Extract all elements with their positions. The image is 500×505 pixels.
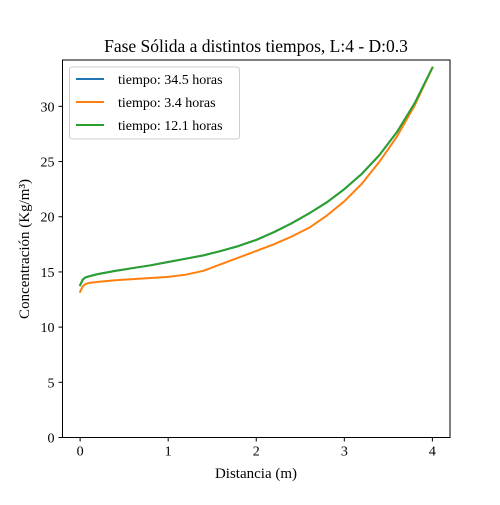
y-tick-label: 5 (48, 376, 55, 391)
series-layer (78, 66, 434, 294)
legend-label-2: tiempo: 12.1 horas (118, 119, 223, 134)
x-tick-label: 2 (253, 445, 260, 460)
legend-label-1: tiempo: 3.4 horas (118, 96, 216, 111)
legend-label-0: tiempo: 34.5 horas (118, 73, 223, 88)
y-axis-label: Concentración (Kg/m³) (17, 179, 33, 319)
y-tick-label: 10 (41, 321, 55, 336)
y-tick-label: 20 (41, 211, 55, 226)
x-tick-label: 3 (341, 445, 348, 460)
y-axis: 0 5 10 15 20 25 30 (41, 100, 63, 447)
chart-title: Fase Sólida a distintos tiempos, L:4 - D… (104, 36, 408, 56)
legend: tiempo: 34.5 horas tiempo: 3.4 horas tiemp… (69, 66, 240, 140)
y-tick-label: 30 (41, 100, 55, 115)
x-tick-label: 4 (429, 445, 436, 460)
legend-box (69, 66, 240, 140)
y-tick-label: 15 (41, 266, 55, 281)
x-axis-label: Distancia (m) (215, 466, 297, 482)
series-line-2 (78, 66, 434, 287)
x-axis: 0 1 2 3 4 (77, 437, 436, 460)
x-tick-label: 0 (77, 445, 84, 460)
y-tick-label: 25 (41, 156, 55, 171)
y-tick-label: 0 (48, 432, 55, 447)
series-line-1 (78, 66, 434, 294)
x-tick-label: 1 (165, 445, 172, 460)
